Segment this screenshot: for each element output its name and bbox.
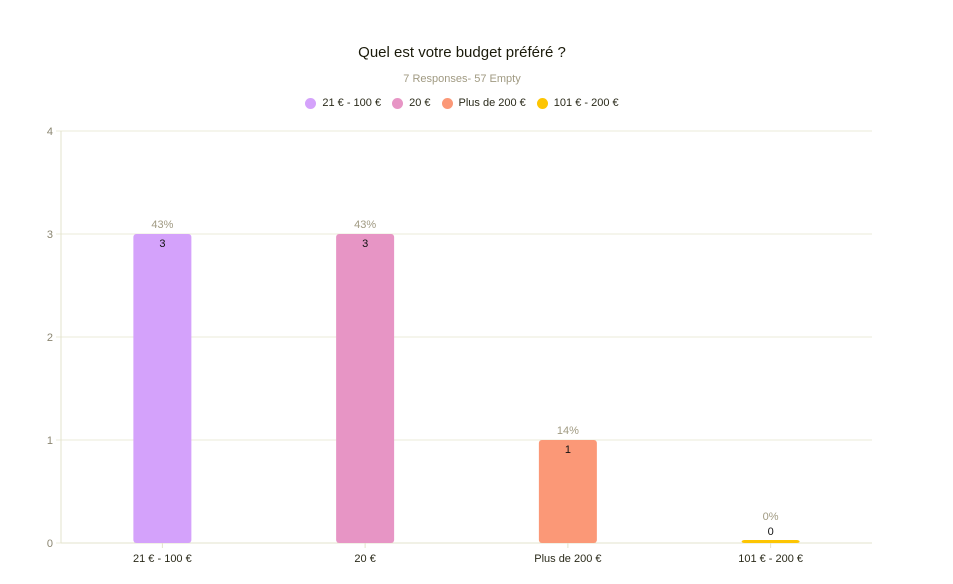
- legend-item[interactable]: 21 € - 100 €: [305, 97, 381, 109]
- percent-label: 43%: [354, 219, 376, 231]
- chart-title: Quel est votre budget préféré ?: [358, 44, 566, 61]
- y-tick-label: 1: [47, 435, 53, 447]
- chart-legend: 21 € - 100 € 20 € Plus de 200 € 101 € - …: [0, 97, 924, 109]
- legend-dot-icon: [305, 97, 317, 109]
- bar: [336, 234, 395, 543]
- percent-label: 0%: [763, 511, 779, 523]
- legend-dot-icon: [441, 97, 453, 109]
- y-tick-label: 3: [47, 229, 53, 241]
- value-label: 3: [159, 238, 165, 250]
- legend-item[interactable]: 101 € - 200 €: [536, 97, 619, 109]
- legend-label: 20 €: [409, 97, 431, 109]
- bar: [741, 540, 800, 543]
- y-tick-label: 2: [47, 332, 53, 344]
- y-tick-label: 0: [47, 538, 53, 550]
- bar: [133, 234, 192, 543]
- percent-label: 43%: [151, 219, 173, 231]
- value-label: 3: [362, 238, 368, 250]
- legend-dot-icon: [392, 97, 404, 109]
- legend-label: 101 € - 200 €: [553, 97, 619, 109]
- bar: [538, 440, 597, 543]
- value-label: 0: [768, 526, 774, 538]
- x-tick-label: Plus de 200 €: [534, 553, 601, 565]
- legend-item[interactable]: Plus de 200 €: [441, 97, 526, 109]
- value-label: 1: [565, 444, 571, 456]
- legend-label: Plus de 200 €: [458, 97, 526, 109]
- legend-label: 21 € - 100 €: [322, 97, 382, 109]
- chart-subtitle: 7 Responses- 57 Empty: [403, 73, 521, 85]
- legend-dot-icon: [536, 97, 548, 109]
- x-tick-label: 20 €: [354, 553, 375, 565]
- legend-item[interactable]: 20 €: [392, 97, 431, 109]
- percent-label: 14%: [557, 425, 579, 437]
- y-tick-label: 4: [47, 126, 53, 138]
- x-tick-label: 21 € - 100 €: [133, 553, 192, 565]
- x-tick-label: 101 € - 200 €: [738, 553, 803, 565]
